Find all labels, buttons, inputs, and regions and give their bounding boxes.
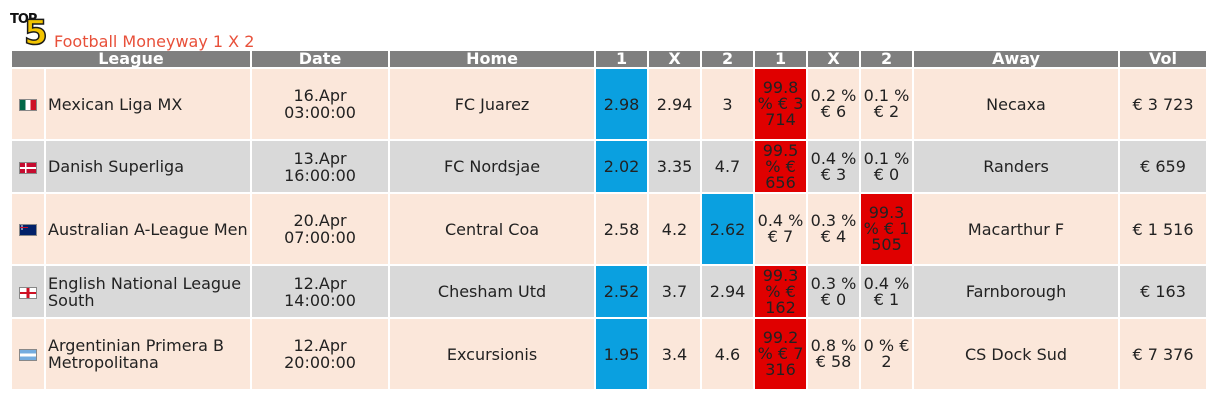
odds-2: 3 xyxy=(702,69,754,141)
logo-five-text: 5 xyxy=(23,13,48,53)
moneyway-table: League Date Home 1 X 2 1 X 2 Away Vol Me… xyxy=(10,51,1208,391)
moneyway-2: 0.1 % € 0 xyxy=(861,141,913,194)
header-moneyway-x[interactable]: X xyxy=(808,51,860,69)
odds-x: 3.35 xyxy=(649,141,701,194)
league-name[interactable]: Mexican Liga MX xyxy=(46,69,251,141)
home-team[interactable]: Excursionis xyxy=(390,319,595,391)
home-team[interactable]: Chesham Utd xyxy=(390,266,595,319)
volume: € 163 xyxy=(1120,266,1207,319)
denmark-flag-icon xyxy=(19,161,37,174)
match-date: 12.Apr 20:00:00 xyxy=(252,319,389,391)
volume: € 7 376 xyxy=(1120,319,1207,391)
moneyway-2: 99.3 % € 1 505 xyxy=(861,194,913,266)
table-row[interactable]: Danish Superliga 13.Apr 16:00:00 FC Nord… xyxy=(12,141,1207,194)
table-row[interactable]: Australian A-League Men 20.Apr 07:00:00 … xyxy=(12,194,1207,266)
match-date: 13.Apr 16:00:00 xyxy=(252,141,389,194)
date-day: 13.Apr xyxy=(293,148,347,168)
header-date[interactable]: Date xyxy=(252,51,389,69)
flag-cell xyxy=(12,69,44,141)
moneyway-1: 99.3 % € 162 xyxy=(755,266,807,319)
mexico-flag-icon xyxy=(19,99,37,111)
league-name[interactable]: Australian A-League Men xyxy=(46,194,251,266)
table-row[interactable]: English National League South 12.Apr 14:… xyxy=(12,266,1207,319)
odds-1: 1.95 xyxy=(596,319,648,391)
header-odds-x[interactable]: X xyxy=(649,51,701,69)
match-date: 16.Apr 03:00:00 xyxy=(252,69,389,141)
away-team[interactable]: Farnborough xyxy=(914,266,1119,319)
odds-x: 4.2 xyxy=(649,194,701,266)
date-time: 16:00:00 xyxy=(284,165,356,185)
volume: € 659 xyxy=(1120,141,1207,194)
away-team[interactable]: Necaxa xyxy=(914,69,1119,141)
home-team[interactable]: FC Juarez xyxy=(390,69,595,141)
header-away[interactable]: Away xyxy=(914,51,1119,69)
flag-cell xyxy=(12,194,44,266)
header-odds-2[interactable]: 2 xyxy=(702,51,754,69)
header-row: League Date Home 1 X 2 1 X 2 Away Vol xyxy=(12,51,1207,69)
header-odds-1[interactable]: 1 xyxy=(596,51,648,69)
odds-2: 4.6 xyxy=(702,319,754,391)
header-vol[interactable]: Vol xyxy=(1120,51,1207,69)
flag-cell xyxy=(12,141,44,194)
odds-1: 2.98 xyxy=(596,69,648,141)
moneyway-1: 99.8 % € 3 714 xyxy=(755,69,807,141)
moneyway-x: 0.4 % € 3 xyxy=(808,141,860,194)
home-team[interactable]: Central Coa xyxy=(390,194,595,266)
moneyway-x: 0.2 % € 6 xyxy=(808,69,860,141)
moneyway-2: 0.1 % € 2 xyxy=(861,69,913,141)
australia-flag-icon xyxy=(19,224,37,236)
date-time: 03:00:00 xyxy=(284,103,356,122)
argentina-flag-icon xyxy=(19,349,37,361)
league-name[interactable]: Danish Superliga xyxy=(46,141,251,194)
flag-cell xyxy=(12,266,44,319)
table-row[interactable]: Argentinian Primera B Metropolitana 12.A… xyxy=(12,319,1207,391)
moneyway-x: 0.3 % € 4 xyxy=(808,194,860,266)
odds-x: 3.4 xyxy=(649,319,701,391)
england-flag-icon xyxy=(19,286,37,299)
header-home[interactable]: Home xyxy=(390,51,595,69)
odds-2: 2.62 xyxy=(702,194,754,266)
date-day: 12.Apr xyxy=(293,273,347,293)
moneyway-x: 0.8 % € 58 xyxy=(808,319,860,391)
odds-1: 2.52 xyxy=(596,266,648,319)
odds-1: 2.02 xyxy=(596,141,648,194)
match-date: 12.Apr 14:00:00 xyxy=(252,266,389,319)
moneyway-1: 99.2 % € 7 316 xyxy=(755,319,807,391)
date-time: 14:00:00 xyxy=(284,290,356,310)
odds-2: 2.94 xyxy=(702,266,754,319)
moneyway-2: 0 % € 2 xyxy=(861,319,913,391)
logo-top-text: TOP xyxy=(10,12,37,27)
volume: € 3 723 xyxy=(1120,69,1207,141)
odds-1: 2.58 xyxy=(596,194,648,266)
moneyway-x: 0.3 % € 0 xyxy=(808,266,860,319)
flag-cell xyxy=(12,319,44,391)
away-team[interactable]: CS Dock Sud xyxy=(914,319,1119,391)
header-league[interactable]: League xyxy=(12,51,251,69)
away-team[interactable]: Macarthur F xyxy=(914,194,1119,266)
odds-2: 4.7 xyxy=(702,141,754,194)
odds-x: 2.94 xyxy=(649,69,701,141)
moneyway-2: 0.4 % € 1 xyxy=(861,266,913,319)
league-name[interactable]: Argentinian Primera B Metropolitana xyxy=(46,319,251,391)
volume: € 1 516 xyxy=(1120,194,1207,266)
odds-x: 3.7 xyxy=(649,266,701,319)
away-team[interactable]: Randers xyxy=(914,141,1119,194)
league-name[interactable]: English National League South xyxy=(46,266,251,319)
date-day: 20.Apr xyxy=(293,211,347,230)
header-moneyway-1[interactable]: 1 xyxy=(755,51,807,69)
page-title: Football Moneyway 1 X 2 xyxy=(54,32,255,51)
header-moneyway-2[interactable]: 2 xyxy=(861,51,913,69)
match-date: 20.Apr 07:00:00 xyxy=(252,194,389,266)
moneyway-1: 99.5 % € 656 xyxy=(755,141,807,194)
top5-logo: TOP 5 xyxy=(8,10,50,53)
home-team[interactable]: FC Nordsjae xyxy=(390,141,595,194)
date-day: 16.Apr xyxy=(293,86,347,105)
date-day: 12.Apr xyxy=(293,336,347,355)
table-row[interactable]: Mexican Liga MX 16.Apr 03:00:00 FC Juare… xyxy=(12,69,1207,141)
date-time: 07:00:00 xyxy=(284,228,356,247)
moneyway-1: 0.4 % € 7 xyxy=(755,194,807,266)
date-time: 20:00:00 xyxy=(284,353,356,372)
